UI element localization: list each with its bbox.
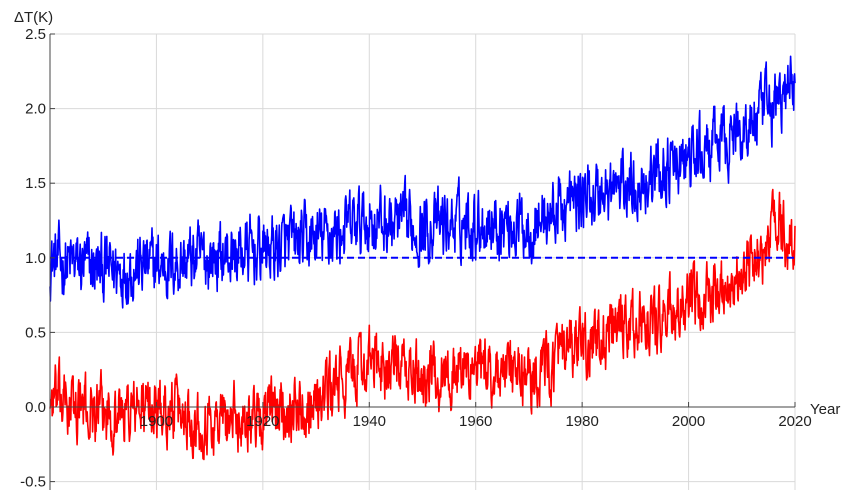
- x-tick-label: 1960: [459, 413, 492, 430]
- series-layer: [49, 55, 796, 461]
- y-tick-label: 2.0: [25, 101, 46, 118]
- y-tick-label: -0.5: [20, 474, 46, 491]
- y-tick-label: 1.5: [25, 175, 46, 192]
- x-tick-label: 1980: [565, 413, 598, 430]
- x-tick-label: 1940: [353, 413, 386, 430]
- y-tick-label: 0.5: [25, 324, 46, 341]
- x-ticks: 1900 1920 1940 1960 1980 2000 2020: [140, 402, 812, 430]
- x-tick-label: 2000: [672, 413, 705, 430]
- y-tick-label: 0.0: [25, 399, 46, 416]
- x-tick-label: 1920: [246, 413, 279, 430]
- x-tick-label: 1900: [140, 413, 173, 430]
- series-line-1: [49, 188, 796, 461]
- axes: [49, 34, 795, 490]
- x-axis-title: Year: [810, 401, 840, 418]
- y-tick-label: 1.0: [25, 250, 46, 267]
- y-axis-title: ΔT(K): [14, 9, 53, 26]
- series-line-0: [49, 55, 796, 309]
- y-ticks: -0.5 0.0 0.5 1.0 1.5 2.0 2.5: [20, 26, 55, 491]
- y-tick-label: 2.5: [25, 26, 46, 43]
- x-tick-label: 2020: [778, 413, 811, 430]
